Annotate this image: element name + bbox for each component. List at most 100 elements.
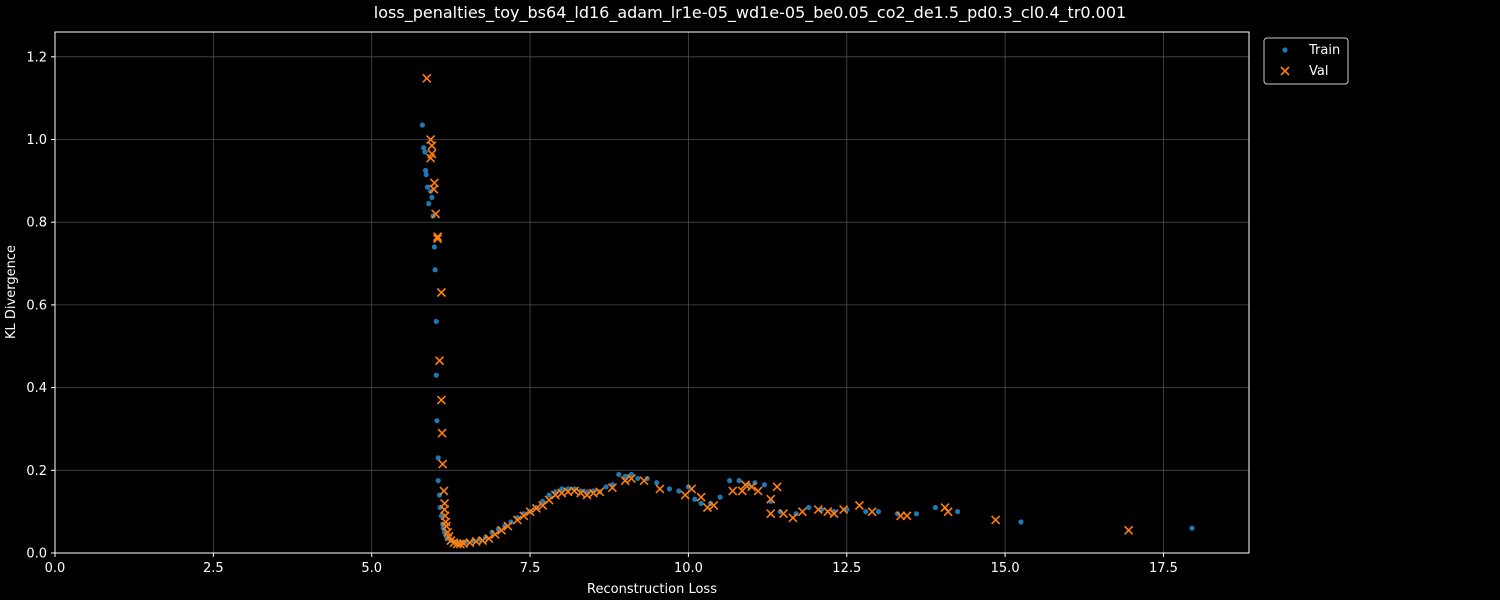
val-marker-stroke [797, 507, 808, 517]
val-marker-stroke [854, 500, 865, 511]
val-point [788, 513, 798, 523]
val-marker-stroke [490, 529, 500, 539]
val-marker-stroke [512, 515, 522, 525]
val-point [569, 486, 579, 496]
x-tick-label: 0.0 [45, 561, 66, 576]
val-point [620, 476, 630, 486]
val-marker-stroke [702, 502, 712, 513]
val-marker-stroke [737, 486, 747, 496]
val-marker-stroke [465, 538, 475, 548]
val-marker-stroke [772, 482, 782, 492]
val-point [433, 234, 443, 244]
val-marker-stroke [766, 509, 776, 519]
val-point [854, 500, 865, 511]
val-marker-stroke [747, 482, 757, 492]
val-marker-stroke [544, 495, 554, 505]
val-point [525, 507, 535, 517]
train-point [666, 486, 673, 492]
legend: Train Val [1263, 37, 1349, 85]
val-marker-stroke [444, 531, 454, 542]
val-marker-stroke [477, 536, 488, 546]
train-point [421, 145, 427, 151]
legend-train-marker [1282, 47, 1288, 53]
val-point [867, 507, 877, 517]
y-tick-label: 1.0 [26, 133, 47, 148]
val-point [829, 509, 839, 519]
val-marker-stroke [452, 539, 462, 549]
val-marker-stroke [503, 521, 513, 531]
val-marker-stroke [563, 487, 573, 497]
x-axis-label: Reconstruction Loss [587, 582, 717, 597]
val-marker-stroke [766, 494, 776, 504]
train-point [1189, 525, 1195, 531]
val-marker-stroke [778, 509, 789, 519]
val-point [477, 536, 488, 546]
val-point [747, 482, 757, 492]
val-marker-stroke [607, 483, 617, 493]
train-point [546, 492, 552, 498]
val-point [753, 486, 763, 496]
val-point [455, 539, 465, 549]
legend-val-label: Val [1309, 64, 1328, 79]
y-tick-label: 0.0 [26, 547, 47, 562]
val-marker-stroke [557, 488, 567, 498]
x-tick-label: 12.5 [832, 561, 861, 576]
val-point [582, 490, 592, 500]
val-point [484, 533, 494, 544]
val-point [943, 507, 953, 517]
val-marker-stroke [422, 73, 432, 83]
val-point [902, 511, 912, 521]
val-marker-stroke [496, 525, 507, 535]
val-point [595, 487, 605, 497]
val-point [433, 232, 443, 242]
val-point [991, 515, 1001, 525]
train-point [433, 318, 439, 325]
val-point [434, 356, 445, 366]
val-point [1124, 525, 1134, 535]
chart-title: loss_penalties_toy_bs64_ld16_adam_lr1e-0… [374, 3, 1126, 23]
val-point [607, 483, 617, 493]
train-point [955, 509, 961, 515]
val-marker-stroke [813, 505, 823, 515]
val-point [797, 507, 808, 517]
val-marker-stroke [788, 513, 798, 523]
val-point [709, 500, 719, 511]
train-point [622, 473, 628, 480]
val-marker-stroke [431, 209, 441, 219]
x-tick-label: 5.0 [361, 561, 382, 576]
val-marker-stroke [550, 490, 560, 500]
val-point [839, 505, 849, 515]
val-marker-stroke [867, 507, 877, 517]
val-marker-stroke [823, 507, 833, 517]
val-point [696, 492, 706, 502]
train-point [435, 455, 441, 461]
train-point [616, 471, 622, 478]
val-marker-stroke [943, 507, 953, 517]
val-point [436, 395, 446, 405]
val-marker-stroke [519, 511, 529, 521]
train-point [913, 511, 920, 517]
train-point [692, 496, 698, 502]
val-marker-stroke [429, 178, 439, 188]
val-marker-stroke [687, 484, 697, 494]
train-point [540, 498, 546, 504]
val-marker-stroke [471, 536, 481, 546]
val-marker-stroke [620, 476, 630, 486]
val-marker-stroke [433, 234, 443, 244]
val-marker-stroke [484, 533, 494, 544]
val-point [550, 490, 560, 500]
train-point [435, 478, 441, 484]
val-marker-stroke [582, 490, 592, 500]
train-point [635, 475, 641, 482]
x-tick-label: 7.5 [520, 561, 541, 576]
val-point [740, 480, 750, 490]
plot-frame [54, 31, 1250, 554]
train-point [806, 504, 812, 511]
train-point [438, 513, 444, 519]
val-marker-stroke [426, 153, 436, 163]
val-marker-stroke [588, 488, 598, 498]
val-point [438, 459, 448, 469]
val-point [737, 486, 747, 496]
train-point [736, 478, 742, 484]
x-tick-label: 15.0 [991, 561, 1020, 576]
